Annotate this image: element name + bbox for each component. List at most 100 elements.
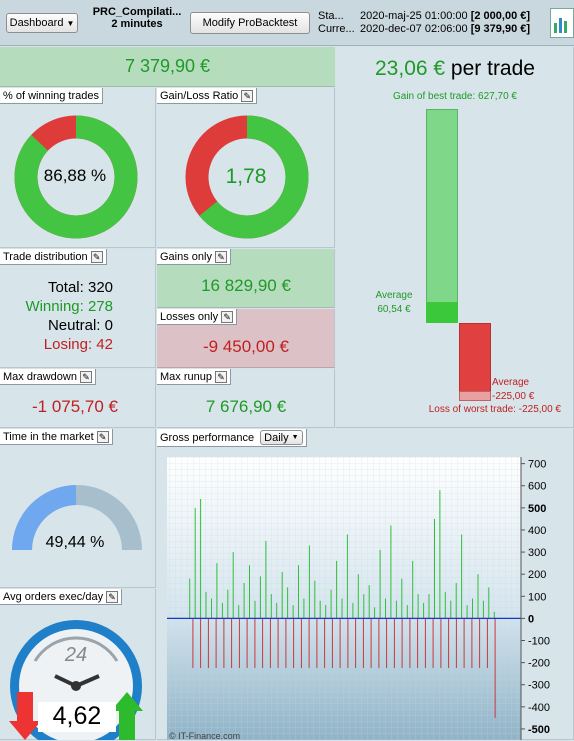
per-trade-heading: 23,06 € per trade (336, 57, 574, 81)
max-drawdown-label: Max drawdown (3, 370, 77, 383)
winning-trades-title-label: % of winning trades (3, 89, 99, 102)
y-tick-label: -400 (528, 702, 550, 714)
winning-trades-panel: % of winning trades 86,88 % (0, 88, 156, 248)
y-tick-label: -100 (528, 636, 550, 648)
period-select[interactable]: Daily ▼ (260, 430, 303, 445)
trade-distribution-title: Trade distribution ✎ (0, 249, 107, 265)
per-trade-suffix: per trade (450, 57, 535, 80)
chart-watermark: © IT-Finance.com (169, 731, 241, 741)
average-loss-bar (459, 391, 491, 401)
max-drawdown-title: Max drawdown ✎ (0, 369, 96, 385)
average-gain-text: Average (375, 290, 413, 301)
losses-only-value: -9 450,00 € (202, 337, 289, 356)
ratio-value: 1,78 (225, 165, 267, 188)
losses-only-panel: Losses only ✎ -9 450,00 € (157, 309, 335, 368)
dates-info: Sta... 2020-maj-25 01:00:00 [2 000,00 €] … (318, 10, 538, 36)
max-runup-value: 7 676,90 € (205, 397, 287, 416)
chevron-down-icon: ▼ (66, 18, 75, 28)
gains-only-title: Gains only ✎ (157, 249, 231, 265)
y-tick-label: -500 (528, 724, 550, 736)
y-tick-label: 200 (528, 569, 546, 581)
time-in-market-title: Time in the market ✎ (0, 429, 113, 445)
wrench-icon[interactable]: ✎ (241, 89, 254, 102)
average-gain-label: Average 60,54 € (364, 289, 424, 317)
wrench-icon[interactable]: ✎ (214, 370, 227, 383)
start-date: 2020-maj-25 01:00:00 (360, 10, 468, 22)
average-loss-text: Average (492, 377, 530, 388)
system-info: PRC_Compilati... 2 minutes (88, 6, 186, 30)
system-name: PRC_Compilati... (92, 6, 182, 18)
average-loss-value: -225,00 € (492, 391, 535, 402)
time-in-market-gauge (11, 485, 142, 550)
max-drawdown-panel: Max drawdown ✎ -1 075,70 € (0, 369, 156, 428)
distribution-values: Total: 320 Winning: 278 Neutral: 0 Losin… (0, 278, 113, 354)
wrench-icon[interactable]: ✎ (96, 430, 109, 443)
neutral-trades: Neutral: 0 (47, 317, 113, 334)
max-runup-title: Max runup ✎ (157, 369, 231, 385)
losing-trades: Losing: 42 (43, 336, 113, 353)
dashboard-select-label: Dashboard (9, 17, 64, 29)
per-trade-value: 23,06 € (375, 57, 446, 80)
period-select-label: Daily (264, 431, 289, 444)
start-label: Sta... (318, 10, 344, 22)
y-tick-label: 0 (528, 613, 534, 625)
winning-trades: Winning: 278 (25, 298, 113, 315)
trade-distribution-panel: Trade distribution ✎ Total: 320 Winning: … (0, 249, 156, 368)
gross-performance-panel: Gross performance Daily ▼ 700 600 500 400 30… (157, 429, 574, 741)
y-tick-label: 300 (528, 547, 546, 559)
toolbar: Dashboard ▼ PRC_Compilati... 2 minutes M… (0, 0, 574, 46)
best-trade-bar (426, 109, 458, 323)
gains-only-value: 16 829,90 € (201, 276, 291, 295)
max-runup-panel: Max runup ✎ 7 676,90 € (157, 369, 335, 428)
gains-only-panel: Gains only ✎ 16 829,90 € (157, 249, 335, 308)
y-tick-label: 400 (528, 525, 546, 537)
gain-loss-ratio-label: Gain/Loss Ratio (160, 89, 239, 102)
wrench-icon[interactable]: ✎ (90, 250, 103, 263)
current-date: 2020-dec-07 02:06:00 (360, 23, 468, 35)
wrench-icon[interactable]: ✎ (214, 250, 227, 263)
start-value: [2 000,00 €] (470, 10, 531, 22)
best-trade-label: Gain of best trade: 627,70 € (393, 91, 517, 102)
avg-orders-value: 4,62 (38, 702, 116, 732)
time-in-market-panel: Time in the market ✎ 49,44 % (0, 429, 156, 588)
dashboard-select[interactable]: Dashboard ▼ (6, 13, 78, 33)
y-tick-label: 100 (528, 591, 546, 603)
average-loss-label: Average -225,00 € (492, 376, 552, 404)
per-trade-panel: 23,06 € per trade Gain of best trade: 62… (336, 47, 574, 428)
y-tick-label: 600 (528, 481, 546, 493)
current-value: [9 379,90 €] (470, 23, 531, 35)
total-trades: Total: 320 (47, 279, 113, 296)
total-gain-banner: 7 379,90 € (0, 47, 335, 87)
average-gain-bar (426, 302, 458, 323)
gains-only-label: Gains only (160, 250, 212, 263)
worst-trade-bar (459, 323, 491, 401)
gain-loss-ratio-title: Gain/Loss Ratio ✎ (157, 88, 258, 104)
trade-distribution-label: Trade distribution (3, 250, 88, 263)
clock-dial-number: 24 (64, 644, 88, 666)
total-gain-value: 7 379,90 € (124, 56, 211, 76)
wrench-icon[interactable]: ✎ (106, 590, 119, 603)
gain-loss-ratio-panel: Gain/Loss Ratio ✎ 1,78 (157, 88, 335, 248)
chevron-down-icon: ▼ (291, 434, 299, 441)
losses-only-title: Losses only ✎ (157, 309, 238, 325)
duration: 2 minutes (111, 18, 163, 30)
current-label: Curre... (318, 23, 355, 35)
y-tick-label: -200 (528, 658, 550, 670)
losses-only-label: Losses only (160, 310, 219, 323)
max-drawdown-value: -1 075,70 € (31, 397, 118, 416)
gross-performance-chart: 700 600 500 400 300 200 100 0 -100 -200 -300 -400 -5… (167, 457, 550, 740)
modify-probacktest-button[interactable]: Modify ProBacktest (190, 12, 310, 34)
y-tick-label: 700 (528, 459, 546, 471)
gross-performance-title: Gross performance Daily ▼ (157, 429, 307, 447)
wrench-icon[interactable]: ✎ (79, 370, 92, 383)
y-tick-label: 500 (528, 503, 546, 515)
winning-trades-title: % of winning trades (0, 88, 103, 104)
wrench-icon[interactable]: ✎ (221, 310, 234, 323)
gross-performance-label: Gross performance (160, 431, 255, 444)
ratio-donut (185, 115, 309, 239)
report-icon[interactable] (550, 8, 574, 38)
y-tick-label: -300 (528, 680, 550, 692)
time-in-market-value: 49,44 % (45, 534, 105, 551)
worst-trade-label: Loss of worst trade: -225,00 € (428, 404, 561, 415)
average-gain-value: 60,54 € (377, 304, 411, 315)
